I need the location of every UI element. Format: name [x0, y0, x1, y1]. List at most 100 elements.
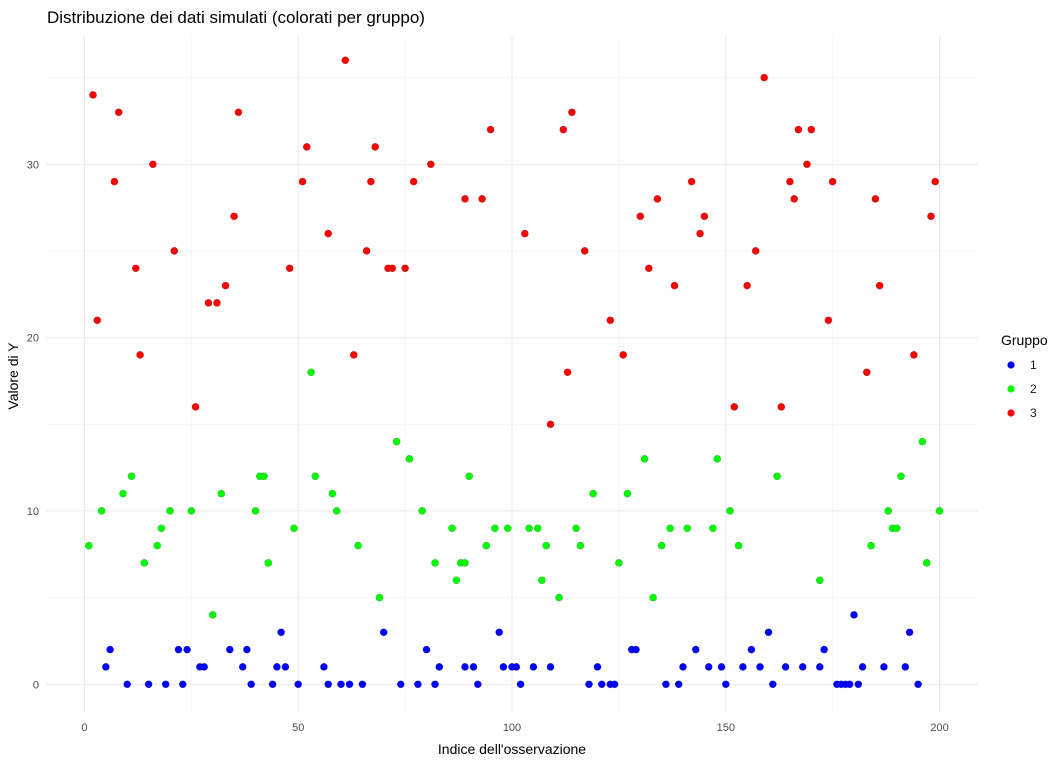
data-point-group-1 — [854, 680, 863, 689]
data-point-group-2 — [815, 576, 824, 585]
legend-key-3 — [1007, 409, 1015, 417]
data-point-group-1 — [272, 663, 281, 671]
data-point-group-1 — [174, 645, 183, 654]
data-point-group-3 — [777, 402, 786, 411]
data-point-group-1 — [247, 680, 256, 689]
data-point-group-1 — [704, 663, 713, 671]
grid — [46, 36, 978, 712]
data-point-group-1 — [413, 680, 422, 689]
data-point-group-2 — [328, 489, 337, 498]
data-point-group-2 — [555, 593, 563, 602]
data-point-group-2 — [260, 472, 268, 481]
data-point-group-1 — [422, 645, 431, 654]
data-point-group-3 — [136, 350, 144, 359]
data-point-group-1 — [200, 663, 209, 671]
legend-key-2 — [1007, 385, 1015, 393]
data-point-group-3 — [807, 125, 816, 134]
data-point-group-3 — [790, 194, 799, 203]
data-point-group-2 — [935, 506, 944, 515]
data-point-group-2 — [461, 559, 469, 567]
data-point-group-3 — [230, 212, 238, 221]
data-point-group-1 — [242, 645, 251, 654]
data-point-group-2 — [264, 559, 273, 567]
data-point-group-3 — [302, 142, 311, 151]
data-point-group-2 — [465, 472, 474, 481]
legend-label-1: 1 — [1030, 358, 1037, 372]
data-point-group-3 — [794, 125, 803, 134]
data-point-group-1 — [495, 628, 504, 637]
data-points — [84, 56, 944, 689]
data-point-group-2 — [615, 559, 623, 567]
data-point-group-2 — [127, 472, 136, 481]
data-point-group-2 — [490, 524, 499, 533]
data-point-group-2 — [538, 576, 546, 585]
data-point-group-1 — [431, 680, 439, 689]
legend-title: Gruppo — [1001, 332, 1048, 348]
data-point-group-3 — [324, 229, 333, 238]
data-point-group-1 — [473, 680, 482, 689]
data-point-group-1 — [632, 645, 640, 654]
data-point-group-1 — [345, 680, 354, 689]
y-tick-label: 10 — [27, 506, 39, 518]
data-point-group-2 — [418, 506, 427, 515]
data-point-group-1 — [144, 680, 153, 689]
data-point-group-3 — [653, 194, 662, 203]
data-point-group-2 — [533, 524, 542, 533]
data-point-group-1 — [593, 663, 602, 671]
data-point-group-3 — [700, 212, 709, 221]
data-point-group-2 — [84, 541, 93, 550]
data-point-group-1 — [691, 645, 700, 654]
data-point-group-1 — [747, 645, 756, 654]
data-point-group-1 — [319, 663, 328, 671]
data-point-group-1 — [324, 680, 333, 689]
data-point-group-3 — [824, 316, 833, 325]
data-point-group-3 — [213, 298, 221, 307]
data-point-group-3 — [285, 264, 294, 273]
data-point-group-2 — [208, 611, 217, 619]
data-point-group-1 — [880, 663, 888, 671]
data-point-group-3 — [486, 125, 495, 134]
data-point-group-1 — [516, 680, 525, 689]
data-point-group-2 — [431, 559, 439, 567]
data-point-group-3 — [559, 125, 568, 134]
y-tick-label: 30 — [27, 159, 39, 171]
data-point-group-2 — [897, 472, 905, 481]
axis-ticks: 0 50 100 150 200 0 10 20 30 — [27, 159, 949, 734]
data-point-group-1 — [820, 645, 828, 654]
data-point-group-1 — [294, 680, 303, 689]
x-tick-label: 150 — [717, 722, 735, 734]
data-point-group-3 — [349, 350, 358, 359]
data-point-group-2 — [589, 489, 598, 498]
data-point-group-2 — [525, 524, 533, 533]
data-point-group-2 — [666, 524, 675, 533]
data-point-group-1 — [106, 645, 114, 654]
data-point-group-2 — [119, 489, 127, 498]
y-tick-label: 0 — [33, 679, 39, 691]
data-point-group-3 — [110, 177, 119, 186]
data-point-group-1 — [585, 680, 593, 689]
data-point-group-1 — [546, 663, 555, 671]
data-point-group-3 — [751, 246, 760, 255]
data-point-group-2 — [452, 576, 461, 585]
data-point-group-1 — [178, 680, 187, 689]
data-point-group-2 — [572, 524, 580, 533]
data-point-group-1 — [379, 628, 388, 637]
data-point-group-3 — [580, 246, 589, 255]
data-point-group-3 — [875, 281, 884, 290]
data-point-group-2 — [392, 437, 401, 446]
data-point-group-1 — [281, 663, 290, 671]
data-point-group-1 — [781, 663, 790, 671]
data-point-group-3 — [871, 194, 880, 203]
data-point-group-1 — [225, 645, 234, 654]
data-point-group-1 — [512, 663, 521, 671]
data-point-group-2 — [251, 506, 260, 515]
data-point-group-3 — [234, 108, 243, 117]
data-point-group-1 — [396, 680, 405, 689]
legend: Gruppo 1 2 3 — [1001, 332, 1048, 420]
data-point-group-1 — [238, 663, 247, 671]
data-point-group-1 — [435, 663, 444, 671]
data-point-group-2 — [542, 541, 551, 550]
data-point-group-3 — [743, 281, 751, 290]
data-point-group-1 — [461, 663, 469, 671]
